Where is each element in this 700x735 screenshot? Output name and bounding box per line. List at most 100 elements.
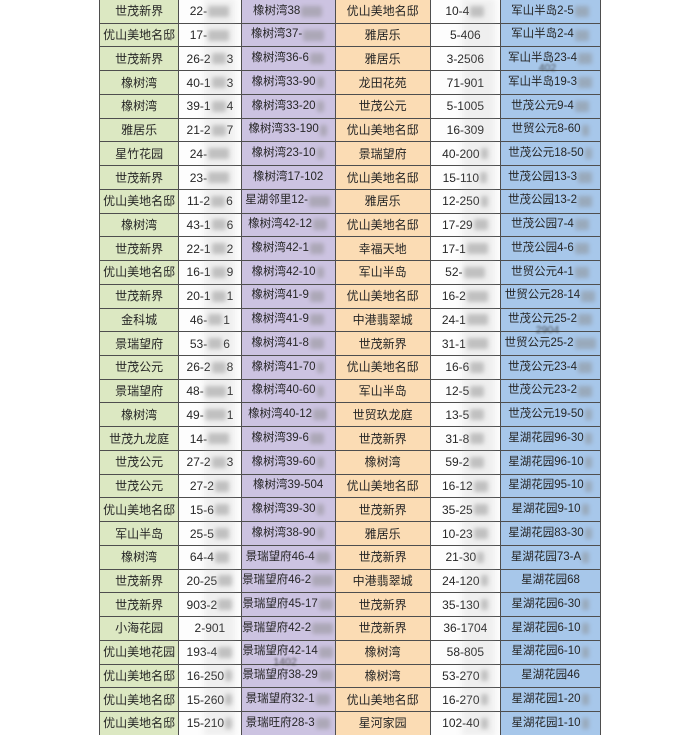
table-cell[interactable]: 橡树湾42-10 <box>241 261 336 284</box>
table-cell[interactable]: 世茂新界 <box>335 617 431 640</box>
table-cell[interactable]: 景瑞旺府28-3 <box>241 712 336 735</box>
table-cell[interactable]: 5-1005 <box>430 94 501 118</box>
table-cell[interactable]: 景瑞望府46-2 <box>241 569 336 593</box>
table-cell[interactable]: 世茂新界 <box>100 47 180 71</box>
table-cell[interactable]: 橡树湾17-102 <box>241 166 336 189</box>
table-cell[interactable]: 星湖花园46 <box>500 664 601 688</box>
table-cell[interactable]: 小海花园 <box>100 617 180 640</box>
table-cell[interactable]: 优山美地名邸 <box>335 166 431 189</box>
table-cell[interactable]: 星河家园 <box>335 712 431 735</box>
table-cell[interactable]: 21-2 7 <box>179 118 242 142</box>
table-cell[interactable]: 中港翡翠城 <box>335 308 431 332</box>
table-cell[interactable]: 景瑞望府46-4 <box>241 545 336 569</box>
table-cell[interactable]: 20-25 <box>179 569 242 593</box>
table-cell[interactable]: 58-805 <box>430 640 501 664</box>
table-cell[interactable]: 世茂新界 <box>100 237 180 261</box>
table-cell[interactable]: 世茂公园13-3 <box>500 166 601 189</box>
table-cell[interactable]: 15-110 <box>430 166 501 189</box>
table-cell[interactable]: 优山美地名邸 <box>100 189 180 213</box>
table-cell[interactable]: 23- <box>179 166 242 189</box>
table-cell[interactable]: 优山美地名邸 <box>335 118 431 142</box>
table-cell[interactable]: 世茂公元9-4 <box>500 94 601 118</box>
table-cell[interactable]: 橡树湾 <box>100 213 180 237</box>
table-cell[interactable]: 军山半岛19-3 <box>500 71 601 94</box>
table-cell[interactable]: 优山美地名邸 <box>335 688 431 712</box>
table-cell[interactable]: 48- 1 <box>179 379 242 403</box>
table-cell[interactable]: 世茂新界 <box>100 0 180 23</box>
table-cell[interactable]: 橡树湾41-8 <box>241 332 336 356</box>
table-cell[interactable]: 星湖邻里12- <box>241 189 336 213</box>
table-cell[interactable]: 军山半岛2-5 <box>500 0 601 23</box>
table-cell[interactable]: 世茂公元 <box>100 356 180 379</box>
table-cell[interactable]: 雅居乐 <box>100 118 180 142</box>
table-cell[interactable]: 53- 6 <box>179 332 242 356</box>
table-cell[interactable]: 世茂新界 <box>100 593 180 617</box>
table-cell[interactable]: 橡树湾39-30 <box>241 498 336 522</box>
table-cell[interactable]: 景瑞望府 <box>100 332 180 356</box>
table-cell[interactable]: 星湖花园1-20 <box>500 688 601 712</box>
table-cell[interactable]: 11-2 6 <box>179 189 242 213</box>
table-cell[interactable]: 世茂公元25-2 2904 <box>500 308 601 335</box>
table-cell[interactable]: 景瑞望府42-14 1402 <box>241 640 336 667</box>
table-cell[interactable]: 雅居乐 <box>335 47 431 71</box>
table-cell[interactable]: 17-1 <box>430 237 501 261</box>
table-cell[interactable]: 景瑞望府42-2 <box>241 617 336 640</box>
table-cell[interactable]: 中港翡翠城 <box>335 569 431 593</box>
table-cell[interactable]: 军山半岛23-4 402 <box>500 47 601 73</box>
table-cell[interactable]: 橡树湾 <box>100 545 180 569</box>
table-cell[interactable]: 景瑞望府 <box>100 379 180 403</box>
table-cell[interactable]: 星湖花园95-10 <box>500 474 601 498</box>
table-cell[interactable]: 军山半岛 <box>335 379 431 403</box>
table-cell[interactable]: 景瑞望府32-1 <box>241 688 336 712</box>
table-cell[interactable]: 16-6 <box>430 356 501 379</box>
table-cell[interactable]: 31-1 <box>430 332 501 356</box>
table-cell[interactable]: 橡树湾37- <box>241 23 336 47</box>
table-cell[interactable]: 优山美地名邸 <box>335 474 431 498</box>
table-cell[interactable]: 世茂新界 <box>100 284 180 308</box>
table-cell[interactable]: 景瑞望府45-17 <box>241 593 336 617</box>
table-cell[interactable]: 橡树湾 <box>100 71 180 94</box>
table-cell[interactable]: 64-4 <box>179 545 242 569</box>
table-cell[interactable]: 14- <box>179 427 242 450</box>
table-cell[interactable]: 优山美地名邸 <box>100 498 180 522</box>
table-cell[interactable]: 40-200 <box>430 142 501 166</box>
table-cell[interactable]: 金科城 <box>100 308 180 332</box>
table-cell[interactable]: 橡树湾40-60 <box>241 379 336 403</box>
table-cell[interactable]: 世茂新界 <box>100 569 180 593</box>
table-cell[interactable]: 军山半岛 <box>335 261 431 284</box>
table-cell[interactable]: 雅居乐 <box>335 189 431 213</box>
table-cell[interactable]: 橡树湾 <box>100 403 180 427</box>
table-cell[interactable]: 世茂公园13-2 <box>500 189 601 213</box>
table-cell[interactable]: 橡树湾 <box>335 664 431 688</box>
table-cell[interactable]: 军山半岛2-4 <box>500 23 601 47</box>
table-cell[interactable]: 优山美地名邸 <box>100 23 180 47</box>
table-cell[interactable]: 21-30 <box>430 545 501 569</box>
table-cell[interactable]: 53-270 <box>430 664 501 688</box>
table-cell[interactable]: 幸福天地 <box>335 237 431 261</box>
table-cell[interactable]: 16-2 <box>430 284 501 308</box>
table-cell[interactable]: 世茂新界 <box>335 427 431 450</box>
table-cell[interactable]: 橡树湾41-70 <box>241 356 336 379</box>
table-cell[interactable]: 17- <box>179 23 242 47</box>
table-cell[interactable]: 49- 1 <box>179 403 242 427</box>
table-cell[interactable]: 世茂新界 <box>335 332 431 356</box>
table-cell[interactable]: 43-1 6 <box>179 213 242 237</box>
table-cell[interactable]: 15-6 <box>179 498 242 522</box>
table-cell[interactable]: 橡树湾38-90 <box>241 522 336 545</box>
table-cell[interactable]: 星湖花园6-30 <box>500 593 601 617</box>
table-cell[interactable]: 12-5 <box>430 379 501 403</box>
table-cell[interactable]: 优山美地名邸 <box>100 688 180 712</box>
table-cell[interactable]: 世贸公元4-1 <box>500 261 601 284</box>
table-cell[interactable]: 22-1 2 <box>179 237 242 261</box>
table-cell[interactable]: 17-29 <box>430 213 501 237</box>
table-cell[interactable]: 102-40 <box>430 712 501 735</box>
table-cell[interactable]: 优山美地名邸 <box>100 712 180 735</box>
table-cell[interactable]: 10-4 <box>430 0 501 23</box>
table-cell[interactable]: 橡树湾 <box>335 640 431 664</box>
table-cell[interactable]: 橡树湾42-1 <box>241 237 336 261</box>
table-cell[interactable]: 橡树湾38 <box>241 0 336 23</box>
table-cell[interactable]: 星湖花园83-30 <box>500 522 601 545</box>
table-cell[interactable]: 优山美地名邸 <box>335 213 431 237</box>
table-cell[interactable]: 10-23 <box>430 522 501 545</box>
table-cell[interactable]: 橡树湾 <box>335 450 431 474</box>
